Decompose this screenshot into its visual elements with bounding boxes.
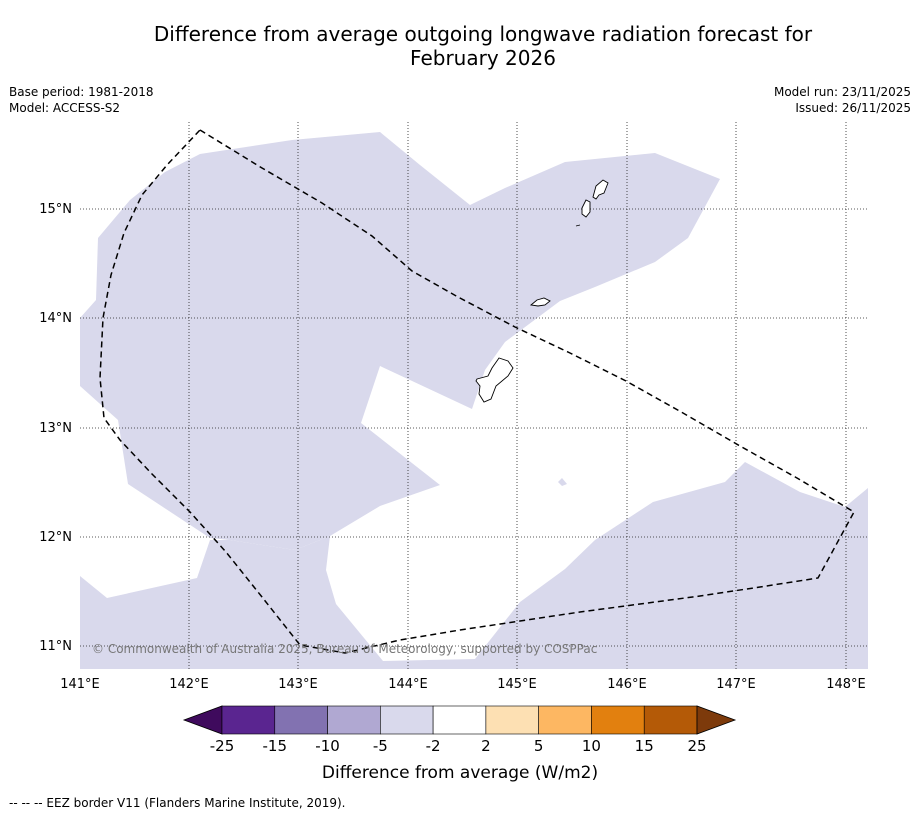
copyright-notice: © Commonwealth of Australia 2025, Bureau… xyxy=(92,642,597,656)
lon-label: 146°E xyxy=(607,677,647,692)
title-line-2: February 2026 xyxy=(410,46,556,70)
lat-label: 12°N xyxy=(39,530,72,545)
gridlines xyxy=(80,122,868,669)
island-saipan xyxy=(592,179,609,200)
colorbar-segment xyxy=(274,705,328,735)
issued-date: Issued: 26/11/2025 xyxy=(795,101,911,115)
colorbar-tick-label: 5 xyxy=(534,737,544,755)
island-aguijan xyxy=(575,224,581,227)
colorbar-segment xyxy=(432,705,487,735)
colorbar-extend-low xyxy=(182,705,223,735)
colorbar-segment xyxy=(538,705,592,735)
anomaly-spot-1 xyxy=(282,478,298,490)
colorbar-tick-label: 10 xyxy=(582,737,601,755)
colorbar-segment xyxy=(380,705,434,735)
anomaly-shading-light-purple xyxy=(80,132,868,669)
lat-label: 15°N xyxy=(39,202,72,217)
lon-label: 143°E xyxy=(278,677,318,692)
lat-label: 13°N xyxy=(39,421,72,436)
colorbar xyxy=(182,705,737,735)
colorbar-tick-label: -25 xyxy=(210,737,235,755)
model-name: Model: ACCESS-S2 xyxy=(9,101,121,115)
eez-footnote: -- -- -- EEZ border V11 (Flanders Marine… xyxy=(9,796,346,810)
metadata-left: Base period: 1981-2018 Model: ACCESS-S2 xyxy=(9,84,154,116)
longitude-labels: 141°E 142°E 143°E 144°E 145°E 146°E 147°… xyxy=(60,677,866,692)
colorbar-tick-labels: -25 -15 -10 -5 -2 2 5 10 15 25 xyxy=(210,737,707,755)
colorbar-segment xyxy=(591,705,645,735)
lon-label: 147°E xyxy=(716,677,756,692)
eez-border xyxy=(99,129,856,654)
colorbar-tick-label: -5 xyxy=(373,737,388,755)
lat-label: 14°N xyxy=(39,311,72,326)
anomaly-region-north xyxy=(80,132,720,550)
island-rota xyxy=(529,297,551,307)
islands xyxy=(475,179,609,403)
latitude-labels: 15°N 14°N 13°N 12°N 11°N xyxy=(39,202,72,654)
lon-label: 145°E xyxy=(497,677,537,692)
chart-title: Difference from average outgoing longwav… xyxy=(0,22,919,70)
lon-label: 142°E xyxy=(169,677,209,692)
island-tinian xyxy=(581,199,591,218)
lat-label: 11°N xyxy=(39,639,72,654)
colorbar-extend-high xyxy=(696,705,737,735)
colorbar-segment xyxy=(643,705,698,735)
lon-label: 144°E xyxy=(388,677,428,692)
colorbar-segment xyxy=(221,705,276,735)
colorbar-tick-label: -2 xyxy=(426,737,441,755)
map-panel xyxy=(80,122,868,669)
colorbar-tick-label: -10 xyxy=(315,737,340,755)
colorbar-tick-label: 2 xyxy=(481,737,491,755)
island-guam xyxy=(475,357,514,403)
base-period: Base period: 1981-2018 xyxy=(9,85,154,99)
colorbar-title: Difference from average (W/m2) xyxy=(322,763,598,783)
colorbar-tick-label: 25 xyxy=(687,737,706,755)
colorbar-tick-label: -15 xyxy=(263,737,288,755)
anomaly-spot-2 xyxy=(558,478,567,486)
model-run: Model run: 23/11/2025 xyxy=(773,85,911,99)
colorbar-tick-label: 15 xyxy=(635,737,654,755)
colorbar-segment xyxy=(327,705,381,735)
lon-label: 148°E xyxy=(826,677,866,692)
metadata-right: Model run: 23/11/2025 Issued: 26/11/2025 xyxy=(774,84,911,116)
lon-label: 141°E xyxy=(60,677,100,692)
title-line-1: Difference from average outgoing longwav… xyxy=(153,22,813,46)
colorbar-segment xyxy=(485,705,539,735)
anomaly-region-southwest xyxy=(80,462,868,669)
